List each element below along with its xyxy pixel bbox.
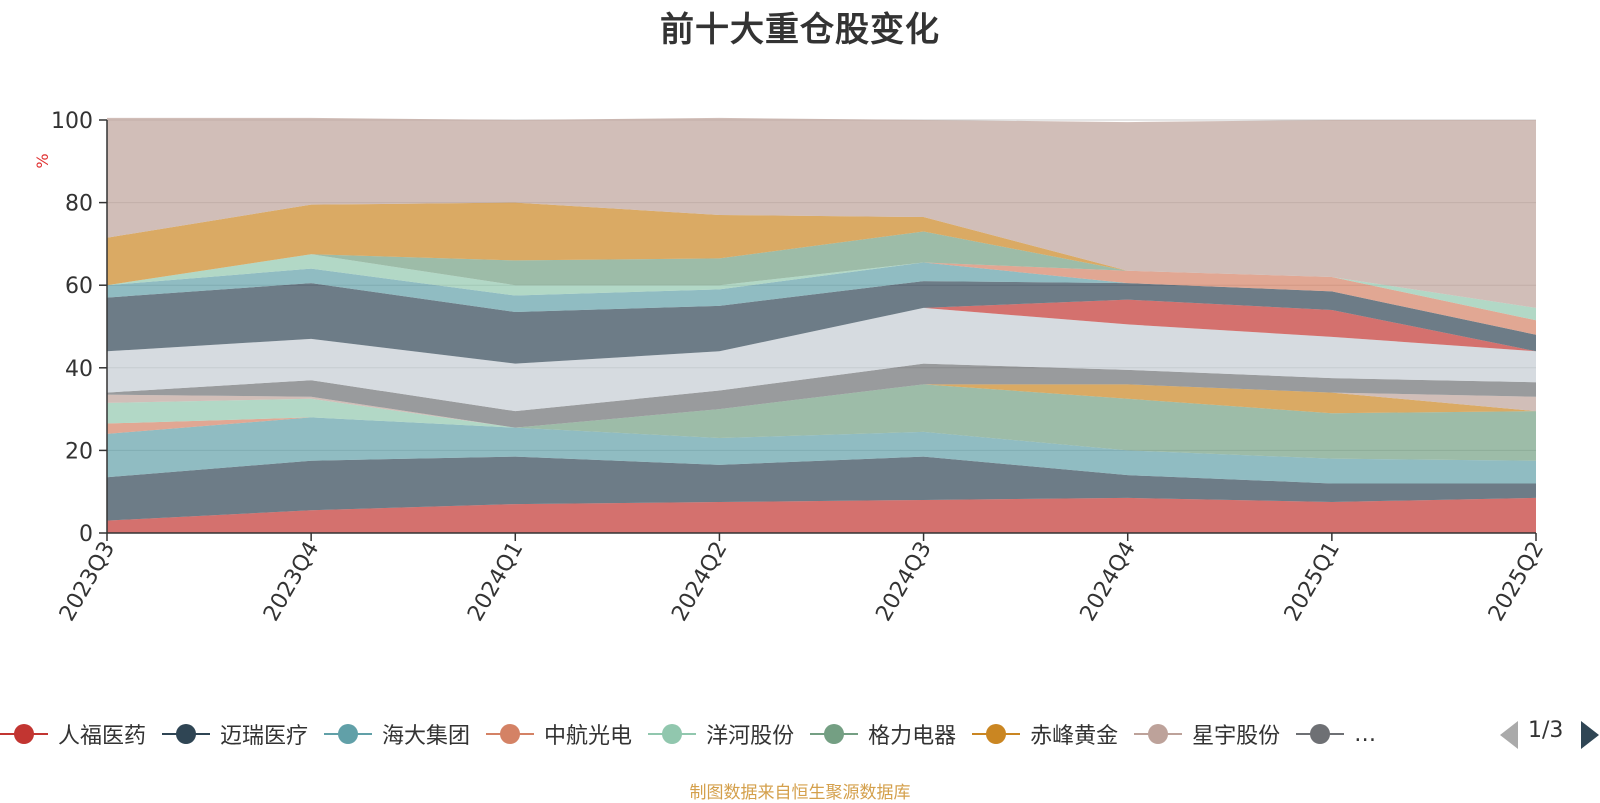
legend-item[interactable]: 星宇股份 [1134,718,1280,750]
legend-label: 格力电器 [868,724,957,749]
legend-marker-icon [324,722,373,746]
area-series-9[interactable] [107,363,1536,428]
area-series-7[interactable] [107,384,1536,428]
area-series-18[interactable] [107,117,1536,308]
legend-marker-icon [1296,722,1345,746]
x-tick-label: 2025Q1 [1280,538,1345,626]
legend-label: 洋河股份 [706,724,795,749]
legend-item[interactable]: 中航光电 [486,718,632,750]
x-tick-label: 2023Q3 [55,538,120,626]
area-series-16[interactable] [107,231,1536,308]
area-series-12[interactable] [107,281,1536,364]
data-source-note: 制图数据来自恒生聚源数据库 [689,783,911,803]
legend-label: 人福医药 [58,724,147,749]
y-tick-label: 100 [51,109,93,134]
area-series-2[interactable] [107,456,1536,521]
x-tick-label: 2024Q2 [667,538,732,626]
y-tick-label: 40 [65,357,93,382]
x-tick-label: 2024Q1 [463,538,528,626]
legend-label: 中航光电 [544,724,633,749]
area-series-4[interactable] [107,417,1536,461]
area-series-10[interactable] [107,307,1536,412]
legend-marker-icon [1134,722,1183,746]
legend-row: 人福医药 迈瑞医疗 海大集团 中航光电 洋河股份 格力电器 赤峰黄金 星宇股份 … [0,714,1486,754]
area-series-1[interactable] [107,497,1536,533]
x-tick-label: 2024Q4 [1076,538,1141,626]
y-tick-label: 60 [65,274,93,299]
legend-item[interactable]: 人福医药 [0,718,146,750]
area-series-6[interactable] [107,384,1536,461]
y-tick-label: 0 [79,522,93,547]
y-axis-label: % [33,153,52,168]
legend-marker-icon [648,722,697,746]
legend-label: 赤峰黄金 [1030,724,1119,749]
x-tick-label: 2025Q2 [1484,538,1549,626]
x-tick-label: 2023Q4 [259,538,324,626]
legend-label: 海大集团 [382,724,471,749]
legend-label: 星宇股份 [1192,724,1281,749]
legend-label: 迈瑞医疗 [220,724,309,749]
legend-marker-icon [486,722,535,746]
legend-item[interactable]: … [1296,722,1376,747]
area-series [107,117,1536,533]
area-series-17[interactable] [107,202,1536,308]
y-tick-label: 80 [65,192,93,217]
legend-marker-icon [810,722,859,746]
legend-pager: 1/3 [1500,716,1600,752]
area-series-14[interactable] [107,262,1536,335]
legend-marker-icon [972,722,1021,746]
legend-marker-icon [0,722,48,746]
area-series-11[interactable] [107,299,1536,364]
legend-page-indicator: 1/3 [1528,718,1564,743]
previous-page-icon[interactable] [1500,721,1518,749]
area-series-13[interactable] [107,262,1536,335]
legend-item[interactable]: 海大集团 [324,718,470,750]
legend-item[interactable]: 赤峰黄金 [972,718,1118,750]
area-series-5[interactable] [107,398,1536,461]
y-tick-label: 20 [65,439,93,464]
x-tick-label: 2024Q3 [871,538,936,626]
legend-item[interactable]: 格力电器 [810,718,956,750]
area-series-3[interactable] [107,417,1536,484]
legend-marker-icon [162,722,211,746]
legend-label: … [1354,721,1377,747]
legend-item[interactable]: 迈瑞医疗 [162,718,308,750]
next-page-icon[interactable] [1581,721,1599,749]
chart-svg: 0 20 40 60 80 100 2023Q3 2023Q4 2024Q1 2024Q2 2024… [33,109,1549,626]
legend: 人福医药 迈瑞医疗 海大集团 中航光电 洋河股份 格力电器 赤峰黄金 星宇股份 … [0,714,1486,754]
legend-item[interactable]: 洋河股份 [648,718,794,750]
chart-title: 前十大重仓股变化 [660,10,940,50]
